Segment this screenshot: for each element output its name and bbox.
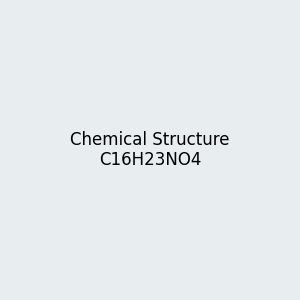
Text: Chemical Structure
C16H23NO4: Chemical Structure C16H23NO4 (70, 130, 230, 170)
